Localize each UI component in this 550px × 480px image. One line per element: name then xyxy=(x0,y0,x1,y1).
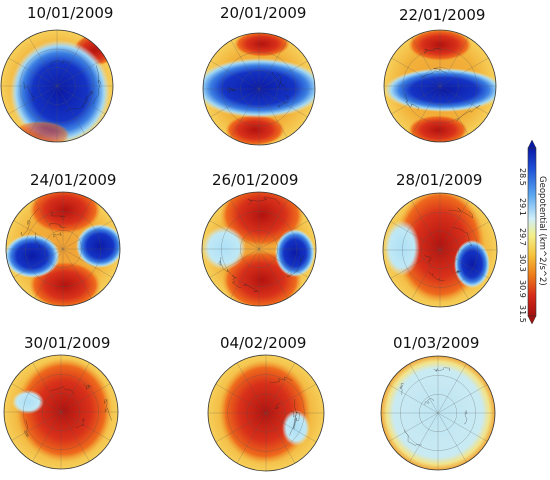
graticule-1 xyxy=(0,29,114,143)
colorbar-tick: 29.1 xyxy=(518,198,527,216)
panel-title-2: 20/01/2009 xyxy=(220,4,307,22)
colorbar-title: Geopotential (km^2/s^2) xyxy=(537,176,547,286)
colorbar-tick: 30.9 xyxy=(518,280,527,298)
graticule-4 xyxy=(5,191,121,307)
graticule-7 xyxy=(3,354,119,470)
colorbar-tick: 30.3 xyxy=(518,254,527,272)
panel-title-7: 30/01/2009 xyxy=(24,334,111,352)
panel-title-4: 24/01/2009 xyxy=(30,171,117,189)
colorbar-tick: 29.7 xyxy=(518,228,527,246)
graticule-3 xyxy=(383,29,497,143)
colorbar-tick: 28.5 xyxy=(518,168,527,186)
graticule-5 xyxy=(201,191,317,307)
colorbar-tick: 31.5 xyxy=(518,305,527,323)
graticule-2 xyxy=(202,32,316,146)
graticule-9 xyxy=(380,355,496,471)
graticule-6 xyxy=(382,192,498,308)
panel-title-5: 26/01/2009 xyxy=(212,171,299,189)
panel-title-8: 04/02/2009 xyxy=(220,334,307,352)
polar-map-5 xyxy=(202,192,316,306)
panel-title-3: 22/01/2009 xyxy=(399,6,486,24)
colorbar-bottom-arrow xyxy=(527,315,537,325)
colorbar-top-arrow xyxy=(527,139,537,149)
panel-title-9: 01/03/2009 xyxy=(393,334,480,352)
panel-title-6: 28/01/2009 xyxy=(396,171,483,189)
panel-title-1: 10/01/2009 xyxy=(27,4,114,22)
graticule-8 xyxy=(207,354,325,472)
colorbar xyxy=(527,147,537,317)
